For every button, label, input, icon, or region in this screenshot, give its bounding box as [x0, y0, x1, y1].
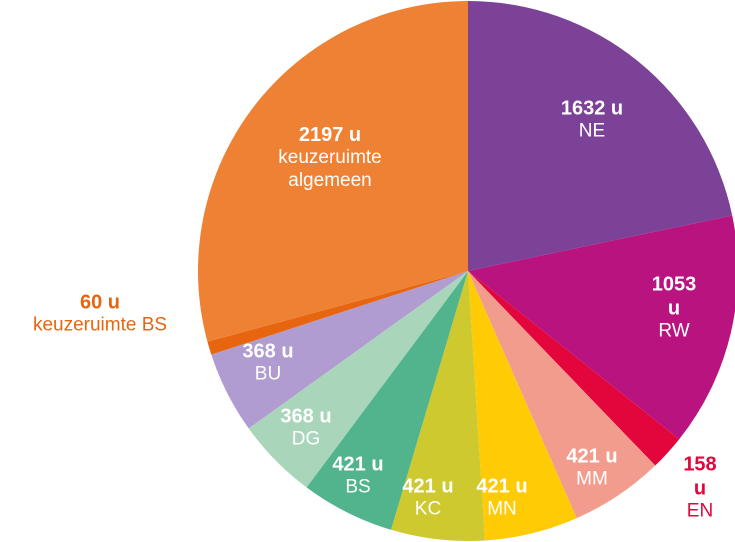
- slice-label: 1632 u NE: [561, 97, 623, 144]
- slice-label: 421 u BS: [332, 453, 383, 500]
- value-label: 421 u: [402, 475, 454, 498]
- slice-label: 421 u KC: [402, 475, 453, 522]
- pie-slice: [391, 271, 485, 541]
- category-label: RW: [658, 320, 690, 342]
- pie-slice: [198, 1, 468, 342]
- value-label: 368 u: [242, 340, 294, 363]
- pie-slice: [468, 271, 656, 519]
- category-label: BU: [254, 363, 282, 385]
- pie-slice: [211, 271, 468, 429]
- slice-label: 158 u EN: [683, 453, 718, 524]
- pie-slice: [207, 271, 468, 355]
- value-label: 158 u: [683, 453, 717, 500]
- value-label: 1053 u: [651, 273, 697, 320]
- slice-label: 421 u MM: [566, 445, 617, 492]
- pie-slice: [468, 1, 733, 271]
- slice-label: 368 u DG: [280, 405, 331, 452]
- category-label: KC: [414, 498, 442, 520]
- slice-label: 60 u keuzeruimte BS: [33, 291, 167, 338]
- category-label: EN: [686, 500, 714, 522]
- value-label: 368 u: [280, 405, 332, 428]
- value-label: 421 u: [476, 475, 528, 498]
- category-label: keuzeruimte BS: [32, 314, 168, 336]
- category-label: MM: [576, 468, 608, 490]
- value-label: 421 u: [332, 453, 384, 476]
- slice-label: 1053 u RW: [644, 273, 705, 344]
- pie-slice: [468, 271, 680, 466]
- category-label: MN: [487, 498, 517, 520]
- value-label: 2197 u: [298, 124, 362, 147]
- slice-label: 368 u BU: [242, 340, 293, 387]
- pie-slice: [248, 271, 468, 488]
- category-label: keuzeruimte algemeen: [278, 147, 382, 191]
- value-label: 421 u: [566, 445, 618, 468]
- category-label: BS: [345, 476, 371, 498]
- value-label: 60 u: [79, 291, 121, 314]
- pie-slice: [468, 271, 577, 541]
- pie-slice: [468, 215, 735, 440]
- slice-label: 421 u MN: [476, 475, 527, 522]
- slice-label: 2197 u keuzeruimte algemeen: [265, 123, 395, 193]
- pie-slice: [306, 271, 468, 530]
- value-label: 1632 u: [560, 97, 624, 120]
- category-label: DG: [291, 428, 321, 450]
- category-label: NE: [578, 120, 606, 142]
